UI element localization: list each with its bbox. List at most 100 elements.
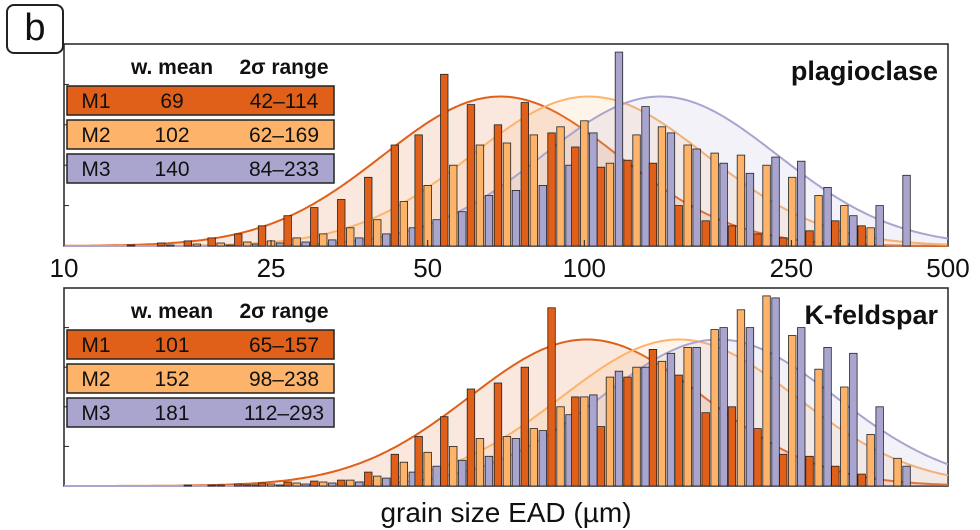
bar-m2 <box>292 237 301 247</box>
bar-m1 <box>337 479 346 487</box>
bar-m3 <box>511 438 521 487</box>
bar-m2 <box>243 241 252 247</box>
bar-m2 <box>399 461 409 487</box>
table-cell-label: M3 <box>81 158 110 181</box>
table-cell-mean: 102 <box>154 124 189 147</box>
bar-m1 <box>414 134 423 247</box>
panel-label: b <box>6 4 64 54</box>
bar-m2 <box>814 368 823 487</box>
table-cell-mean: 140 <box>154 158 189 181</box>
table-cell-range: 65–157 <box>249 334 319 357</box>
bar-m2 <box>814 195 823 247</box>
bar-m1 <box>310 480 319 487</box>
bar-m1 <box>857 473 866 487</box>
bar-m3 <box>666 352 676 487</box>
x-tick-label: 100 <box>563 253 606 283</box>
bar-m2 <box>840 386 849 487</box>
bar-m3 <box>823 186 832 247</box>
bar-m3 <box>719 162 728 247</box>
bar-m2 <box>475 438 485 487</box>
bar-m3 <box>875 205 884 247</box>
bar-m1 <box>207 237 216 247</box>
bar-m2 <box>373 219 382 247</box>
bar-m3 <box>511 189 521 247</box>
table-cell-mean: 101 <box>154 334 189 357</box>
bar-m1 <box>257 225 267 247</box>
bar-m2 <box>449 164 458 247</box>
bar-m3 <box>275 242 285 247</box>
summary-table: w. mean 2σ range M1 101 65–157 M2 152 98–238 M3 1… <box>66 300 335 428</box>
bar-m2 <box>556 126 565 247</box>
bar-m1 <box>337 199 346 247</box>
bar-m3 <box>328 482 337 487</box>
bar-m2 <box>243 484 252 487</box>
bar-m1 <box>414 436 423 487</box>
bar-m2 <box>866 434 875 487</box>
bar-m3 <box>745 327 755 487</box>
bar-m2 <box>866 227 875 247</box>
bar-m2 <box>292 482 301 487</box>
bar-m1 <box>727 406 737 487</box>
bar-m1 <box>520 366 529 487</box>
table-cell-mean: 181 <box>154 402 189 425</box>
bar-m2 <box>373 475 382 487</box>
bar-m3 <box>771 156 780 247</box>
bar-m3 <box>745 172 755 247</box>
table-cell-label: M1 <box>81 90 110 113</box>
bar-m1 <box>648 348 658 487</box>
summary-table: w. mean 2σ range M1 69 42–114 M2 102 62–169 M3 14… <box>66 56 335 184</box>
bar-m3 <box>328 239 337 247</box>
bar-m3 <box>275 484 285 487</box>
bar-m2 <box>502 142 512 247</box>
table-header-mean: w. mean <box>130 56 213 79</box>
bar-m3 <box>849 215 858 247</box>
bar-m1 <box>857 225 866 247</box>
bar-m1 <box>596 426 606 487</box>
bar-m1 <box>779 453 788 487</box>
bar-m2 <box>632 134 641 247</box>
bar-m1 <box>831 220 840 247</box>
bar-m3 <box>692 148 701 247</box>
table-row-m3 <box>66 397 335 428</box>
bar-m2 <box>529 428 538 487</box>
table-cell-label: M2 <box>81 124 110 147</box>
bar-m2 <box>736 309 746 487</box>
bar-m1 <box>183 240 193 247</box>
table-cell-range: 42–114 <box>250 90 319 113</box>
bar-m2 <box>449 445 458 487</box>
bar-m2 <box>762 295 771 487</box>
table-cell-range: 62–169 <box>249 124 319 147</box>
bar-m1 <box>753 428 762 487</box>
bar-m1 <box>520 102 529 247</box>
bar-m3 <box>823 346 832 487</box>
bar-m3 <box>589 132 598 247</box>
bar-m2 <box>166 244 175 247</box>
bar-m2 <box>893 457 902 487</box>
chart-panel-1: 10 25 50 100 250 500 plagioclase w. mean 2σ rang… <box>50 43 970 283</box>
bar-m1 <box>701 220 710 247</box>
table-cell-range: 98–238 <box>249 368 319 391</box>
bar-m2 <box>788 335 797 487</box>
bar-m3 <box>355 237 364 247</box>
bar-m2 <box>632 366 641 487</box>
bar-m1 <box>207 484 216 487</box>
bar-m1 <box>234 233 243 247</box>
bar-m3 <box>666 132 676 247</box>
bar-m3 <box>538 184 547 247</box>
bar-m2 <box>580 396 589 487</box>
bar-m1 <box>701 412 710 487</box>
bar-m3 <box>301 483 310 487</box>
bar-m1 <box>183 484 193 487</box>
bar-m3 <box>355 481 364 487</box>
bar-m1 <box>390 453 400 487</box>
table-cell-mean: 69 <box>160 90 183 113</box>
bar-m3 <box>771 297 780 487</box>
bar-m2 <box>475 144 485 247</box>
bar-m2 <box>605 376 615 487</box>
bar-m1 <box>283 215 292 247</box>
bar-m1 <box>440 73 449 247</box>
bar-m2 <box>423 184 432 247</box>
table-row-m1 <box>66 85 335 116</box>
table-header-mean: w. mean <box>130 300 213 323</box>
bar-m1 <box>779 237 788 247</box>
